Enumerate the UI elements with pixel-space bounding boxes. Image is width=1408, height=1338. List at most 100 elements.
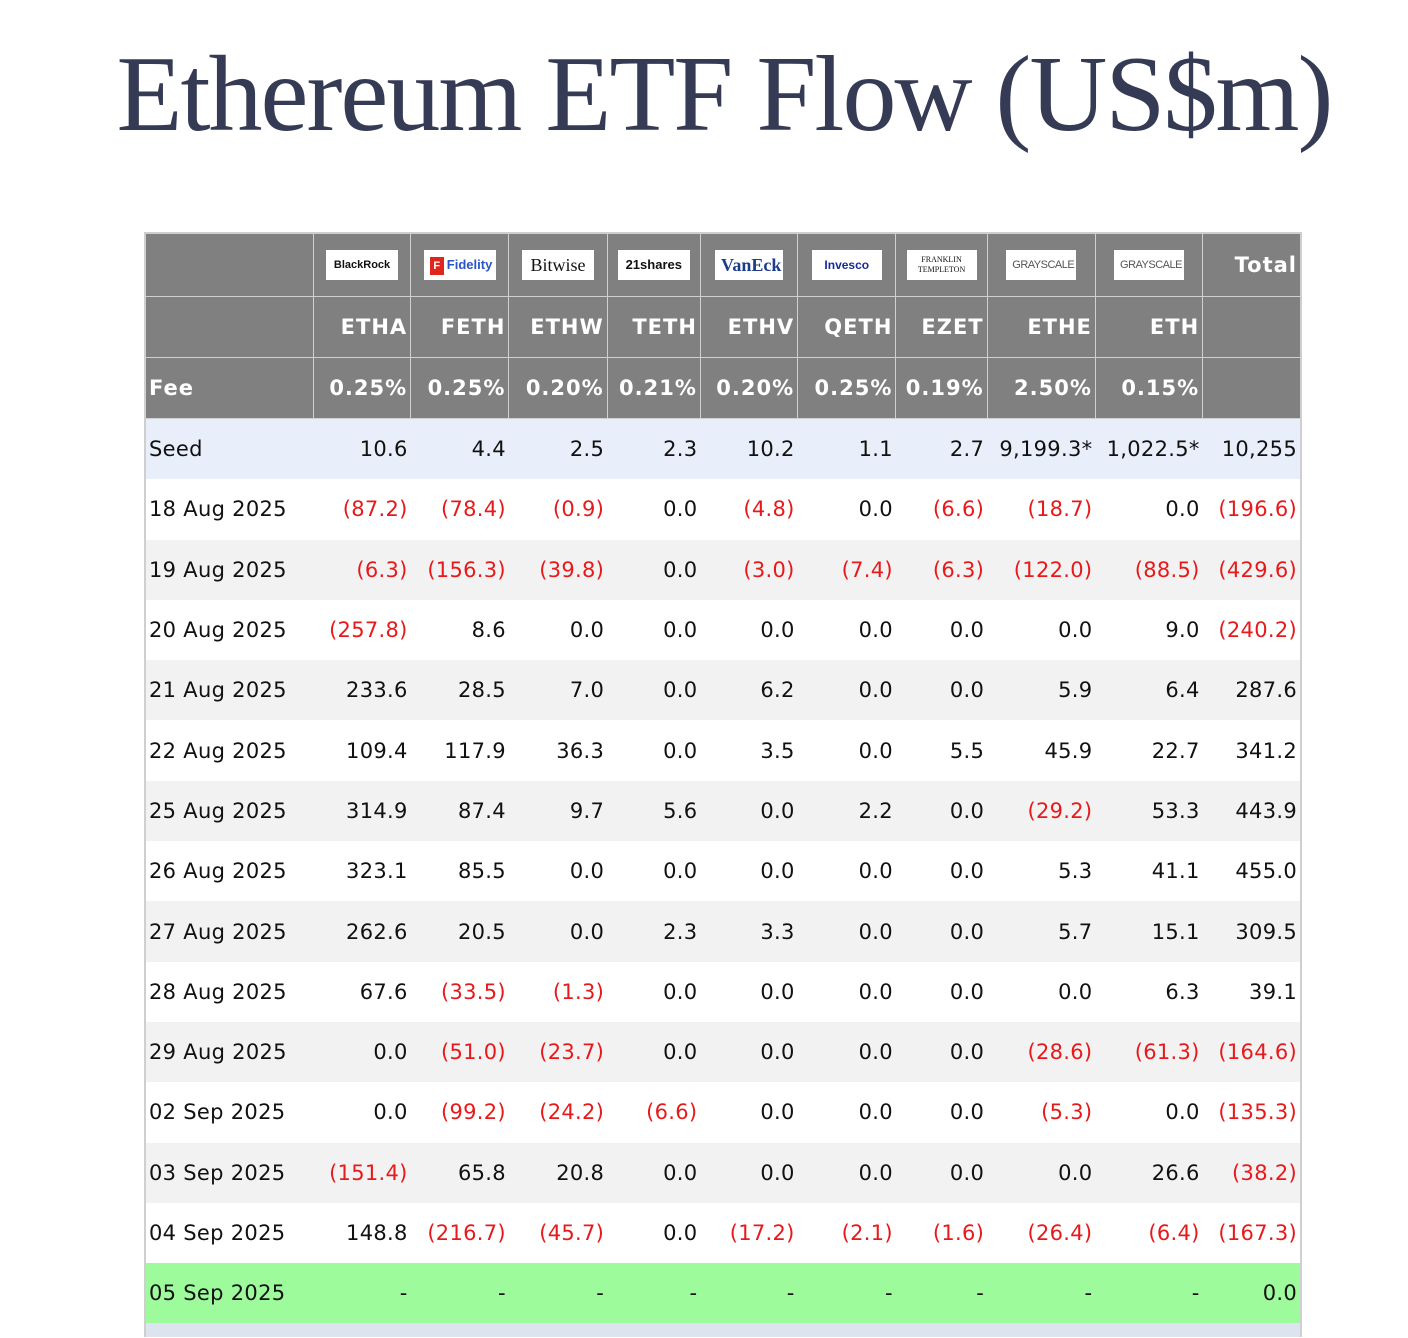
issuer-grayscale-eth: GRAYSCALE: [1095, 233, 1204, 297]
flow-cell: 0.0: [508, 901, 608, 962]
flow-cell: 67.6: [313, 961, 411, 1022]
issuer-grayscale-ethe: GRAYSCALE: [987, 233, 1096, 297]
fee-total-blank: [1202, 357, 1302, 419]
ticker-cell: EZET: [895, 296, 988, 358]
table-row: 20 Aug 2025 (257.8) 8.6 0.0 0.0 0.0 0.0 0.0 0.0 9…: [145, 599, 1301, 661]
fee-cell: 2.50%: [987, 357, 1096, 419]
flow-cell: 5.5: [895, 720, 988, 781]
flow-cell: 117.9: [410, 720, 509, 781]
ticker-cell: QETH: [797, 296, 897, 358]
flow-cell: 6.3: [1095, 961, 1203, 1022]
fee-cell: 0.25%: [410, 357, 510, 419]
row-total: 341.2: [1202, 720, 1301, 781]
flow-cell: (28.6): [987, 1021, 1096, 1083]
table-row: 29 Aug 2025 0.0 (51.0) (23.7) 0.0 0.0 0.0 0.0 (2…: [145, 1021, 1301, 1083]
flow-cell: 87.4: [410, 780, 509, 842]
ticker-cell: FETH: [410, 296, 510, 358]
table-row: 26 Aug 2025 323.1 85.5 0.0 0.0 0.0 0.0 0.0 5.3 41…: [145, 841, 1301, 902]
flow-cell: (6.3): [313, 539, 411, 600]
flow-cell: 0.0: [797, 841, 896, 902]
flow-cell: 7.0: [508, 660, 608, 721]
flow-cell: (257.8): [313, 599, 411, 661]
row-total: (240.2): [1202, 599, 1301, 661]
row-total: 287.6: [1202, 660, 1301, 721]
flow-cell: 0.0: [797, 720, 896, 781]
table-row: 27 Aug 2025 262.6 20.5 0.0 2.3 3.3 0.0 0.0 5.7 15…: [145, 901, 1301, 962]
flow-cell: 0.0: [607, 961, 701, 1022]
partial-row-cell: [145, 1323, 1301, 1338]
issuer-bitwise: Bitwise: [508, 233, 608, 297]
fee-row: Fee 0.25% 0.25% 0.20% 0.21% 0.20% 0.25% …: [145, 357, 1302, 419]
flow-cell: (6.3): [895, 539, 988, 600]
flow-cell: 314.9: [313, 780, 411, 842]
flow-cell: 1.1: [797, 418, 896, 480]
row-total: 309.5: [1202, 901, 1301, 962]
vaneck-logo-icon: VanEck: [715, 250, 784, 280]
flow-cell: 9,199.3*: [987, 418, 1096, 480]
flow-cell: 5.7: [987, 901, 1096, 962]
row-date: 20 Aug 2025: [145, 599, 314, 661]
fee-cell: 0.21%: [607, 357, 701, 419]
flow-cell: 20.8: [508, 1142, 608, 1203]
ticker-cell: ETHE: [987, 296, 1096, 358]
row-total: 39.1: [1202, 961, 1301, 1022]
flow-cell: 0.0: [1095, 479, 1203, 540]
flow-cell: 0.0: [895, 599, 988, 661]
flow-cell: 28.5: [410, 660, 509, 721]
flow-cell: 6.2: [700, 660, 798, 721]
flow-cell: (151.4): [313, 1142, 411, 1203]
flow-cell: (7.4): [797, 539, 896, 600]
ticker-cell: TETH: [607, 296, 701, 358]
flow-cell: 0.0: [797, 599, 896, 661]
issuer-vaneck: VanEck: [700, 233, 799, 297]
ticker-cell: ETH: [1095, 296, 1204, 358]
issuer-21shares: 21shares: [607, 233, 701, 297]
flow-cell: (6.6): [895, 479, 988, 540]
flow-cell: 0.0: [797, 660, 896, 721]
row-date: 25 Aug 2025: [145, 780, 314, 842]
flow-cell: 0.0: [700, 841, 798, 902]
fee-cell: 0.20%: [700, 357, 799, 419]
table-row: Seed 10.6 4.4 2.5 2.3 10.2 1.1 2.7 9,199.3* 1,022…: [145, 418, 1301, 480]
flow-cell: 0.0: [313, 1082, 411, 1143]
blackrock-logo-icon: BlackRock: [326, 250, 399, 280]
flow-cell: (17.2): [700, 1202, 798, 1264]
issuer-franklin-templeton: FRANKLIN TEMPLETON: [895, 233, 988, 297]
row-total: 443.9: [1202, 780, 1301, 842]
fee-cell: 0.25%: [313, 357, 412, 419]
flow-cell: 109.4: [313, 720, 411, 781]
flow-cell: 148.8: [313, 1202, 411, 1264]
flow-cell: 0.0: [895, 901, 988, 962]
row-date: 28 Aug 2025: [145, 961, 314, 1022]
fee-cell: 0.19%: [895, 357, 988, 419]
flow-cell: -: [700, 1263, 798, 1324]
flow-cell: (61.3): [1095, 1021, 1203, 1083]
flow-cell: 0.0: [797, 961, 896, 1022]
flow-cell: 262.6: [313, 901, 411, 962]
row-total: (167.3): [1202, 1202, 1301, 1264]
flow-cell: (99.2): [410, 1082, 509, 1143]
flow-cell: (216.7): [410, 1202, 509, 1264]
fidelity-logo-icon: F Fidelity: [423, 250, 496, 280]
ticker-corner: [145, 296, 314, 358]
flow-cell: (1.6): [895, 1202, 988, 1264]
flow-cell: 0.0: [607, 599, 701, 661]
flow-cell: 0.0: [987, 599, 1096, 661]
issuer-invesco: Invesco: [797, 233, 897, 297]
flow-cell: 0.0: [987, 961, 1096, 1022]
flow-cell: 5.9: [987, 660, 1096, 721]
flow-cell: 0.0: [895, 841, 988, 902]
flow-cell: 0.0: [895, 660, 988, 721]
row-total: (196.6): [1202, 479, 1301, 540]
table-row: 04 Sep 2025 148.8 (216.7) (45.7) 0.0 (17.2) (2…: [145, 1202, 1301, 1264]
flow-cell: (39.8): [508, 539, 608, 600]
flow-cell: 0.0: [895, 1142, 988, 1203]
issuer-blackrock: BlackRock: [313, 233, 412, 297]
flow-cell: (2.1): [797, 1202, 896, 1264]
fee-cell: 0.15%: [1095, 357, 1204, 419]
row-total: (164.6): [1202, 1021, 1301, 1083]
flow-cell: (122.0): [987, 539, 1096, 600]
flow-cell: (33.5): [410, 961, 509, 1022]
flow-cell: 0.0: [607, 1202, 701, 1264]
flow-cell: -: [313, 1263, 411, 1324]
